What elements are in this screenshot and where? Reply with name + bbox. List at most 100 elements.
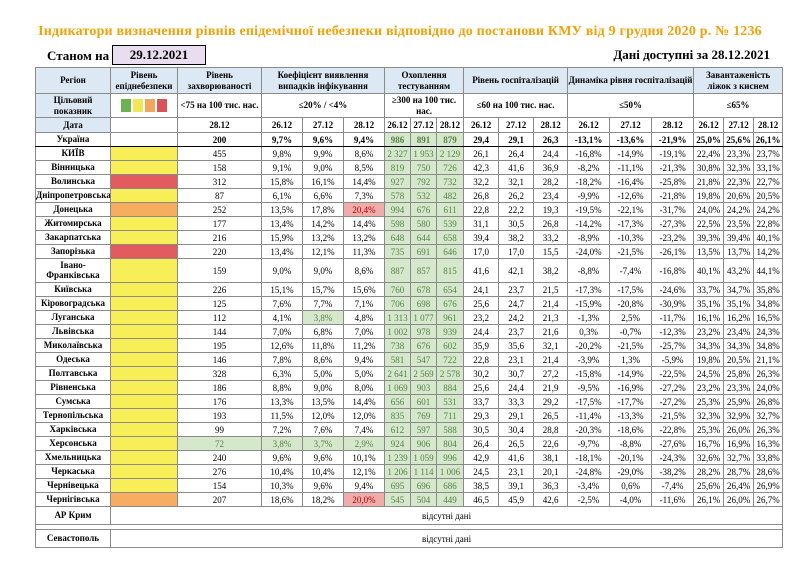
value-cell: 13,5% [693, 244, 725, 259]
epidemic-level-cell [110, 202, 178, 217]
value-cell: 20,6% [723, 188, 755, 203]
value-cell: -17,5% [567, 394, 611, 409]
value-cell: 24,2% [753, 202, 784, 217]
value-cell: 200 [177, 132, 262, 147]
value-cell: 26,4 [463, 436, 500, 451]
value-cell: 12,1% [342, 464, 386, 479]
data-available-text: Дані доступні за 28.12.2021 [613, 47, 770, 63]
table-row: Полтавська 328 6,3% 5,0% 5,0% 2 641 2 569 2 578… [35, 366, 784, 381]
value-cell: 195 [177, 338, 262, 353]
value-cell: -8,2% [567, 160, 611, 175]
level-legend-squares [112, 99, 177, 112]
table-row: Одеська 146 7,8% 8,6% 9,4% 581 547 722 22,8 23,1 2… [35, 352, 784, 367]
value-cell: 7,1% [342, 296, 386, 311]
value-cell: 4,1% [261, 310, 303, 325]
value-cell: 16,9% [723, 436, 755, 451]
region-label: Кіровоградська [35, 296, 111, 311]
value-cell: 13,5% [302, 394, 344, 409]
value-cell: 545 [384, 492, 412, 507]
value-cell: 19,3 [533, 202, 569, 217]
value-cell: 7,4% [342, 422, 386, 437]
value-cell: 1 313 [384, 310, 412, 325]
value-cell: 735 [384, 244, 412, 259]
value-cell: 26,1% [693, 492, 725, 507]
value-cell: 19,8% [693, 352, 725, 367]
value-cell: 25,0% [693, 132, 725, 147]
date-cell: 28.12 [753, 117, 784, 133]
value-cell: 252 [177, 202, 262, 217]
epidemic-level-cell [110, 394, 178, 409]
value-cell: 9,6% [302, 450, 344, 465]
value-cell: 16,7% [693, 436, 725, 451]
value-cell: -24,8% [567, 464, 611, 479]
header-row-dates: Дата 28.12 26.12 27.12 28.12 26.12 27.12 28.12… [35, 117, 784, 133]
table-row: АР Крим відсутні дані [35, 506, 784, 525]
level-header: Рівень епіднебезпеки [110, 67, 178, 94]
value-cell: 24,0% [753, 380, 784, 395]
value-cell: 276 [177, 464, 262, 479]
value-cell: 39,4 [463, 230, 500, 245]
epidemic-level-cell [110, 146, 178, 161]
value-cell: 46,5 [463, 492, 500, 507]
value-cell: -24,6% [651, 282, 695, 297]
value-cell: -17,5% [609, 282, 653, 297]
value-cell: -11,1% [609, 160, 653, 175]
value-cell: 16,2% [723, 310, 755, 325]
value-cell: 23,3% [723, 146, 755, 161]
value-cell: 12,6% [261, 338, 303, 353]
value-cell: 15,5 [533, 244, 569, 259]
epidemic-level-cell [110, 450, 178, 465]
value-cell: 24,4 [533, 146, 569, 161]
region-label: Одеська [35, 352, 111, 367]
value-cell: 125 [177, 296, 262, 311]
value-cell: -9,5% [567, 380, 611, 395]
value-cell: 28,8 [533, 422, 569, 437]
value-cell: -20,2% [567, 338, 611, 353]
value-cell: 328 [177, 366, 262, 381]
value-cell: 6,3% [261, 366, 303, 381]
value-cell: 43,2% [723, 258, 755, 283]
value-cell: 927 [384, 174, 412, 189]
no-data-cell: відсутні дані [109, 529, 784, 548]
value-cell: 7,0% [261, 324, 303, 339]
value-cell: 16,1% [302, 174, 344, 189]
data-available-date: 28.12.2021 [711, 47, 771, 62]
region-label: Харківська [35, 422, 111, 437]
value-cell: 906 [410, 436, 438, 451]
value-cell: 2 569 [410, 366, 438, 381]
value-cell: 33,3 [498, 394, 535, 409]
region-label: Полтавська [35, 366, 111, 381]
table-row: Чернігівська 207 18,6% 18,2% 20,0% 545 504 449 4… [35, 492, 784, 507]
value-cell: -18,6% [609, 422, 653, 437]
value-cell: 2 641 [384, 366, 412, 381]
value-cell: 961 [436, 310, 465, 325]
value-cell: 8,6% [302, 352, 344, 367]
value-cell: 11,5% [261, 408, 303, 423]
value-cell: 9,4% [342, 132, 386, 147]
epidemic-level-cell [110, 352, 178, 367]
value-cell: 26,4% [723, 478, 755, 493]
value-cell: 42,1 [498, 258, 535, 283]
header-row-labels: Регіон Рівень епіднебезпеки Рівень захво… [35, 67, 784, 94]
table-row: Дніпропетровська 87 6,1% 6,6% 7,3% 578 532 482 2… [35, 188, 784, 203]
epidemic-level-cell [110, 366, 178, 381]
value-cell: -11,6% [651, 492, 695, 507]
value-cell: 26,8 [533, 216, 569, 231]
value-cell: 25,6 [463, 296, 500, 311]
value-cell: 25,6% [693, 478, 725, 493]
value-cell: 13,2% [302, 230, 344, 245]
value-cell: 11,8% [302, 338, 344, 353]
value-cell: 45,9 [498, 492, 535, 507]
value-cell: 26,3% [753, 422, 784, 437]
value-cell: -7,4% [609, 258, 653, 283]
value-cell: 612 [384, 422, 412, 437]
table-row: Сумська 176 13,3% 13,5% 14,4% 656 601 531 33,7 33… [35, 394, 784, 409]
value-cell: 696 [410, 478, 438, 493]
value-cell: 38,2 [533, 258, 569, 283]
epidemic-level-cell [110, 478, 178, 493]
testing-header: Охоплення тестуванням [384, 67, 465, 94]
value-cell: 29,3 [463, 408, 500, 423]
value-cell: 25,6% [723, 132, 755, 147]
value-cell: 15,6% [342, 282, 386, 297]
value-cell: 903 [410, 380, 438, 395]
